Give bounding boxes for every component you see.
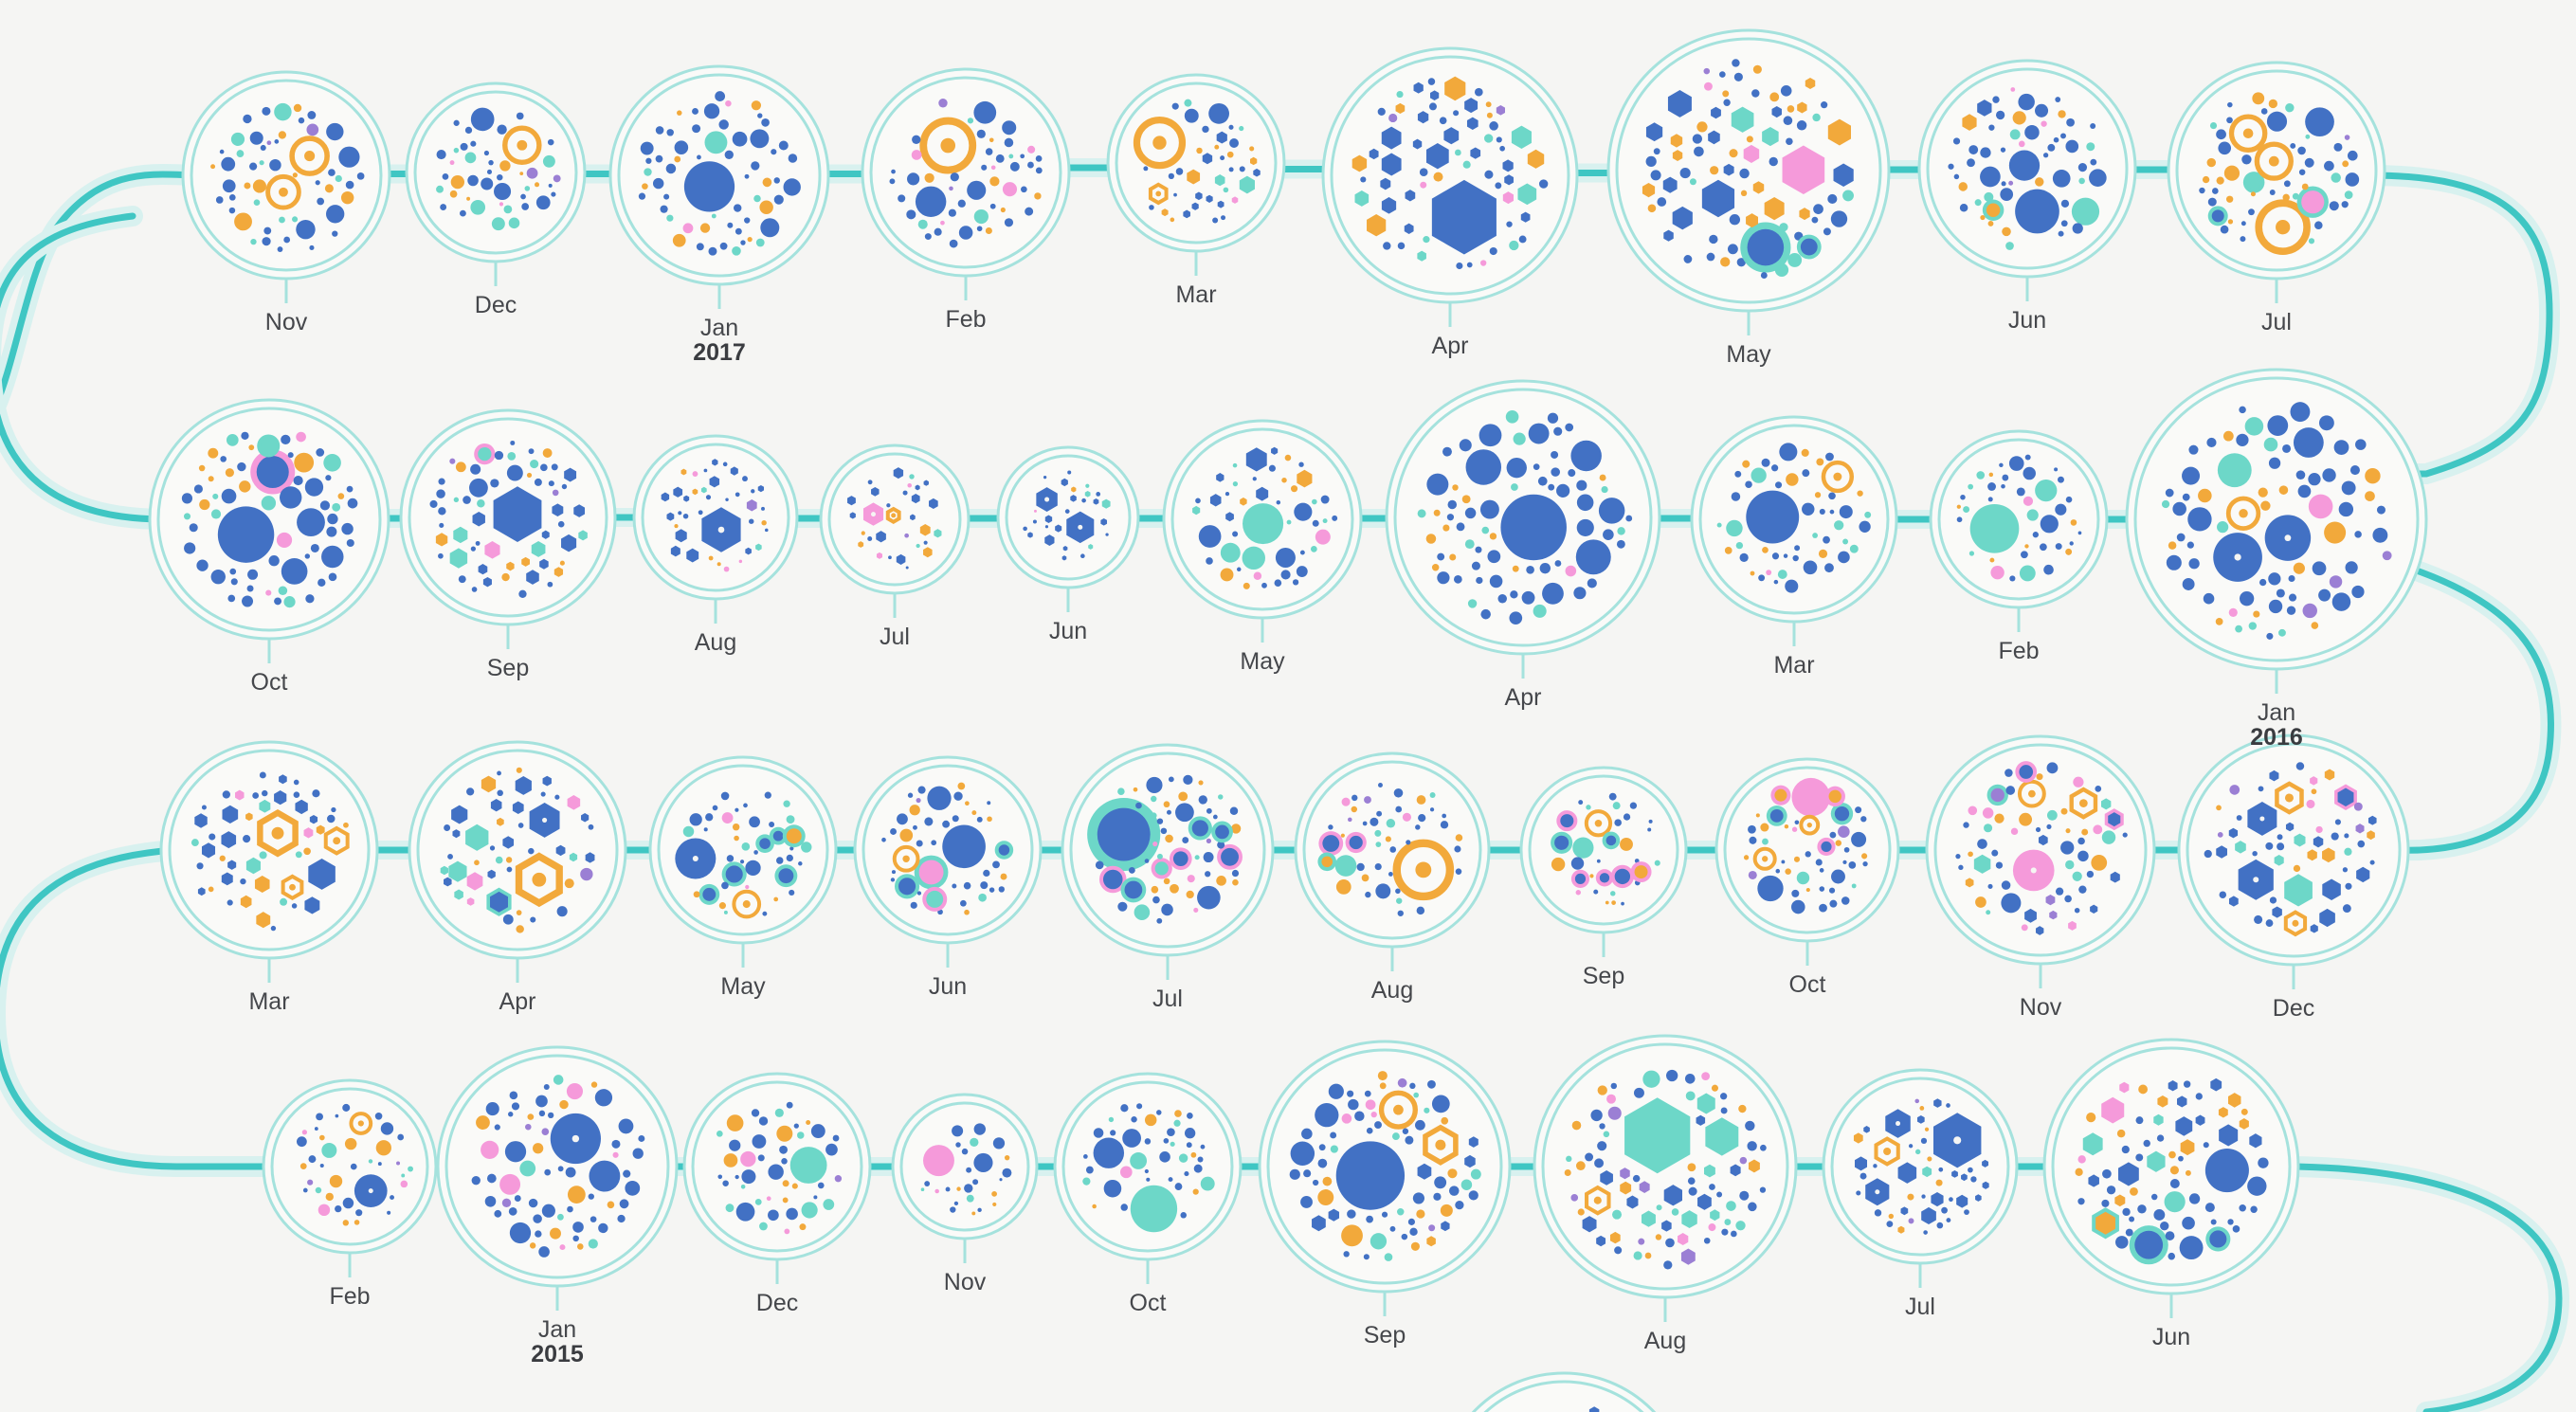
month-bubble[interactable]	[1925, 734, 2156, 966]
month-bubble[interactable]	[436, 1045, 679, 1288]
month-bubble[interactable]	[181, 70, 391, 281]
month-label: Jun	[2152, 1324, 2190, 1350]
month-label: Apr	[499, 988, 536, 1015]
month-label: Sep	[487, 655, 529, 681]
connector-row1-to-row2	[2359, 165, 2561, 484]
month-label: Jul	[2261, 309, 2292, 335]
month-bubble[interactable]	[1258, 1040, 1512, 1294]
month-bubble[interactable]	[996, 445, 1140, 589]
month-label: Mar	[1175, 281, 1216, 308]
month-bubble[interactable]	[1053, 1072, 1243, 1261]
month-bubble[interactable]	[648, 755, 838, 945]
month-label: Jan	[700, 315, 738, 341]
month-label: Sep	[1364, 1322, 1406, 1349]
month-bubble[interactable]	[405, 81, 587, 263]
month-bubble[interactable]	[632, 434, 799, 601]
month-label: Jul	[880, 624, 910, 650]
month-label: May	[1240, 648, 1285, 675]
connector-row4-to-row5	[2273, 1156, 2570, 1412]
year-label: 2015	[531, 1341, 584, 1367]
month-label: Oct	[1789, 971, 1826, 998]
month-label: Nov	[944, 1269, 987, 1295]
month-label: Feb	[329, 1283, 370, 1310]
month-label: Sep	[1583, 963, 1624, 989]
month-bubble[interactable]	[891, 1093, 1039, 1240]
month-bubble[interactable]	[2177, 733, 2410, 967]
month-label: Dec	[756, 1290, 798, 1316]
month-label: Oct	[1130, 1290, 1167, 1316]
month-label: Jun	[1049, 618, 1087, 644]
month-bubble[interactable]	[819, 444, 971, 595]
month-bubble[interactable]	[1690, 415, 1898, 624]
month-bubble[interactable]	[682, 1072, 872, 1261]
month-label: Apr	[1505, 684, 1542, 711]
connector-left-wrap-upper	[0, 206, 175, 530]
month-bubble[interactable]	[853, 755, 1043, 945]
month-bubble[interactable]	[1321, 46, 1579, 304]
month-label: May	[1726, 341, 1771, 368]
year-label: 2017	[693, 339, 746, 366]
month-bubble[interactable]	[408, 740, 627, 960]
month-label: Aug	[1644, 1328, 1686, 1354]
month-bubble[interactable]	[1606, 28, 1891, 313]
month-label: Nov	[265, 309, 308, 335]
month-label: Feb	[945, 306, 986, 333]
month-bubble[interactable]	[148, 398, 390, 641]
month-bubble[interactable]	[1385, 379, 1661, 656]
month-bubble[interactable]	[1929, 429, 2109, 609]
month-bubble[interactable]	[262, 1078, 438, 1255]
month-bubble[interactable]	[1061, 743, 1275, 957]
month-bubble[interactable]	[1714, 757, 1900, 943]
month-bubble[interactable]	[1917, 59, 2137, 279]
month-label: Jan	[538, 1316, 576, 1343]
month-label: Oct	[251, 669, 288, 696]
month-label: Mar	[248, 988, 289, 1015]
connector-layer	[0, 158, 2570, 1412]
month-bubble[interactable]	[1519, 766, 1688, 934]
month-bubble[interactable]	[2042, 1038, 2300, 1295]
month-bubble[interactable]	[2125, 368, 2428, 671]
month-bubble[interactable]	[159, 740, 379, 960]
bubble-layer	[148, 28, 2428, 1412]
month-label: May	[720, 973, 766, 1000]
month-label: Jun	[2008, 307, 2046, 334]
month-bubble[interactable]	[399, 408, 617, 626]
month-bubble[interactable]	[1162, 419, 1363, 620]
month-bubble[interactable]	[861, 67, 1071, 278]
month-label: Jul	[1152, 986, 1183, 1012]
month-label: Nov	[2020, 994, 2062, 1021]
month-label: Jan	[2258, 699, 2295, 726]
connector-row2-to-row3	[2383, 558, 2562, 861]
month-label: Jul	[1905, 1294, 1935, 1320]
month-label: Apr	[1432, 333, 1469, 359]
month-bubble[interactable]	[608, 64, 830, 286]
month-bubble[interactable]	[1294, 751, 1491, 949]
year-label: 2016	[2250, 724, 2303, 751]
month-bubble[interactable]	[1822, 1068, 2019, 1265]
month-label: Dec	[475, 292, 517, 318]
month-bubble[interactable]	[1440, 1371, 1688, 1412]
month-bubble[interactable]	[1106, 73, 1286, 253]
month-label: Aug	[695, 629, 736, 656]
connector-row3-to-row4	[0, 840, 289, 1177]
month-label: Jun	[929, 973, 967, 1000]
month-label: Mar	[1773, 652, 1814, 679]
month-label: Aug	[1371, 977, 1413, 1004]
month-bubble[interactable]	[1533, 1034, 1798, 1299]
month-label: Feb	[1998, 638, 2039, 664]
month-label: Dec	[2273, 995, 2314, 1022]
month-bubble[interactable]	[2167, 61, 2386, 281]
